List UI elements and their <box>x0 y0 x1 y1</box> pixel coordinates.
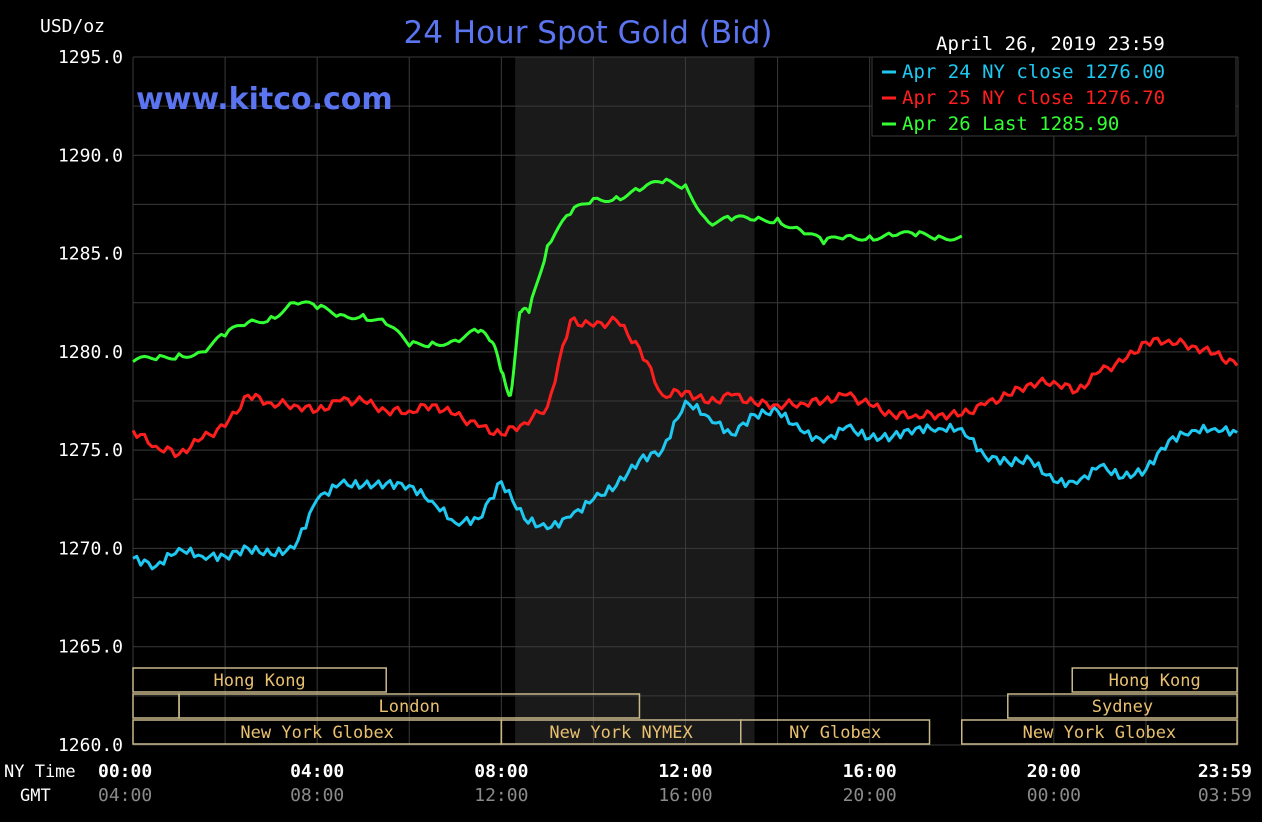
ny-time-tick: 20:00 <box>1027 761 1081 782</box>
market-sessions: Hong Kong Hong Kong London Sydney New York G… <box>132 667 1238 745</box>
y-tick-label: 1280.0 <box>58 342 123 363</box>
ny-time-tick: 16:00 <box>843 761 897 782</box>
gmt-row-label: GMT <box>20 786 51 806</box>
gmt-time-tick: 16:00 <box>658 785 712 806</box>
legend-entry: Apr 25 NY close 1276.70 <box>902 87 1165 109</box>
ny-time-tick: 23:59 <box>1198 761 1252 782</box>
session-box <box>132 667 387 693</box>
session-box <box>740 719 931 745</box>
y-tick-label: 1295.0 <box>58 47 123 68</box>
y-tick-label: 1270.0 <box>58 538 123 559</box>
session-box <box>178 693 641 719</box>
legend-box <box>871 56 1237 137</box>
ny-time-tick: 12:00 <box>658 761 712 782</box>
legend: Apr 24 NY close 1276.00 Apr 25 NY close 1… <box>882 61 1165 135</box>
series-line <box>132 399 1238 571</box>
legend-entry: Apr 24 NY close 1276.00 <box>902 61 1165 83</box>
ny-time-tick: 00:00 <box>98 761 152 782</box>
chart-title: 24 Hour Spot Gold (Bid) <box>403 15 772 51</box>
gmt-time-tick: 03:59 <box>1198 785 1252 806</box>
gmt-time-tick: 04:00 <box>98 785 152 806</box>
y-axis-ticks: 1295.0 1290.0 1285.0 1280.0 1275.0 1270.0 1265… <box>58 47 123 756</box>
y-tick-label: 1275.0 <box>58 440 123 461</box>
y-tick-label: 1265.0 <box>58 637 123 658</box>
session-box <box>1007 693 1238 719</box>
y-tick-label: 1290.0 <box>58 145 123 166</box>
ny-time-tick: 04:00 <box>290 761 344 782</box>
gmt-time-tick: 20:00 <box>843 785 897 806</box>
session-label: NY Globex <box>789 723 881 743</box>
session-box <box>1071 667 1238 693</box>
session-label: New York Globex <box>240 723 394 743</box>
legend-entry: Apr 26 Last 1285.90 <box>902 113 1119 135</box>
price-series <box>131 177 1239 571</box>
y-tick-label: 1285.0 <box>58 244 123 265</box>
gmt-time-tick: 12:00 <box>474 785 528 806</box>
session-label: Hong Kong <box>214 671 306 691</box>
session-label: Sydney <box>1092 697 1153 717</box>
session-label: Hong Kong <box>1109 671 1201 691</box>
x-axis-ticks: 00:00 04:00 04:00 08:00 08:00 12:00 12:00 16:00… <box>98 761 1252 806</box>
y-tick-label: 1260.0 <box>58 735 123 756</box>
date-stamp: April 26, 2019 23:59 <box>936 33 1165 55</box>
series-line <box>132 177 963 397</box>
ny-time-tick: 08:00 <box>474 761 528 782</box>
session-label: New York Globex <box>1023 723 1177 743</box>
y-axis-unit: USD/oz <box>40 16 105 37</box>
session-box <box>961 719 1238 745</box>
series-line <box>131 315 1239 459</box>
gmt-time-tick: 00:00 <box>1027 785 1081 806</box>
kitco-watermark: www.kitco.com <box>136 82 393 117</box>
ny-time-row-label: NY Time <box>4 762 76 782</box>
gmt-time-tick: 08:00 <box>290 785 344 806</box>
session-label: New York NYMEX <box>549 723 693 743</box>
session-label: London <box>379 697 440 717</box>
